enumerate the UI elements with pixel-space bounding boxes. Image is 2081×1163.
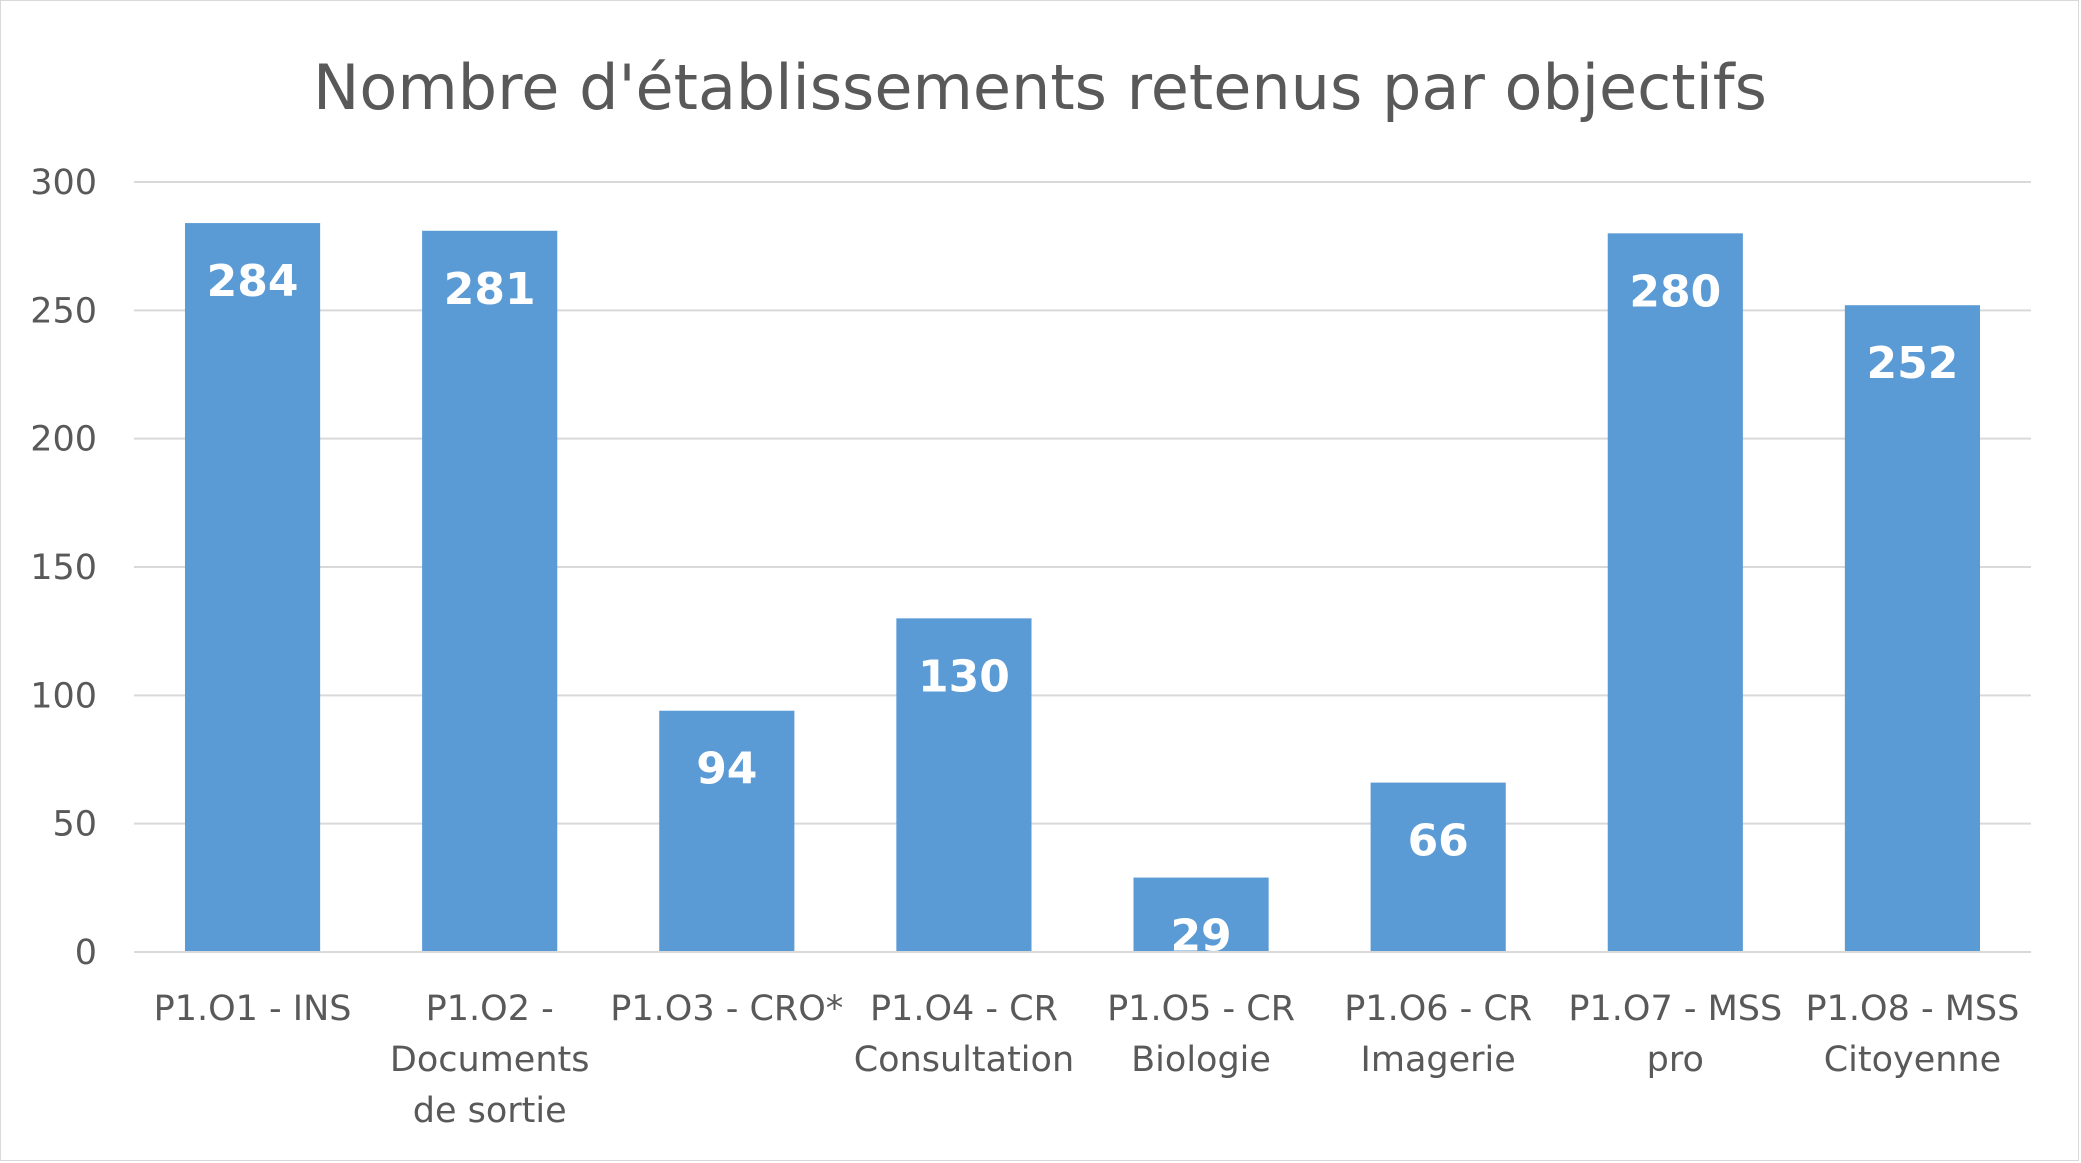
y-tick-label: 250 — [30, 291, 97, 331]
data-label: 29 — [1170, 911, 1231, 962]
y-tick-label: 100 — [30, 676, 97, 716]
gridlines — [134, 181, 2031, 825]
y-tick-label: 300 — [30, 163, 97, 203]
y-axis-ticks: 0 50 100 150 200 250 300 — [30, 163, 97, 973]
y-tick-label: 200 — [30, 420, 97, 460]
bar — [1133, 877, 1269, 952]
data-label: 94 — [696, 744, 757, 795]
x-tick-label: Biologie — [1131, 1040, 1271, 1080]
x-tick-label: Consultation — [854, 1040, 1074, 1080]
bar — [1607, 233, 1743, 953]
bar — [1370, 782, 1506, 952]
data-label: 66 — [1408, 816, 1469, 867]
data-label: 252 — [1867, 338, 1959, 389]
bar — [1844, 305, 1981, 952]
y-tick-label: 150 — [30, 548, 97, 588]
x-tick-label: Citoyenne — [1824, 1040, 2001, 1080]
x-tick-label: P1.O7 - MSS — [1568, 989, 1782, 1029]
x-tick-label: Documents — [390, 1040, 590, 1080]
bar — [896, 618, 1032, 952]
bar — [184, 223, 321, 953]
x-tick-label: P1.O5 - CR — [1107, 989, 1295, 1029]
x-tick-label: pro — [1647, 1040, 1704, 1080]
y-tick-label: 0 — [75, 933, 97, 973]
x-tick-label: P1.O8 - MSS — [1806, 989, 2020, 1029]
x-axis-ticks: P1.O1 - INS P1.O2 - Documents de sortie P1.O… — [154, 989, 2020, 1131]
data-labels: 284 281 94 130 29 66 280 252 — [207, 256, 1959, 962]
x-tick-label: P1.O3 - CRO* — [610, 989, 843, 1029]
bars — [184, 223, 1981, 953]
x-tick-label: P1.O2 - — [426, 989, 554, 1029]
data-label: 284 — [207, 256, 299, 307]
bar — [422, 230, 558, 952]
x-tick-label: P1.O6 - CR — [1344, 989, 1532, 1029]
x-tick-label: P1.O1 - INS — [154, 989, 352, 1029]
chart-title: Nombre d'établissements retenus par obje… — [313, 51, 1767, 124]
x-tick-label: de sortie — [413, 1091, 567, 1131]
x-tick-label: P1.O4 - CR — [870, 989, 1058, 1029]
data-label: 130 — [918, 651, 1010, 702]
data-label: 280 — [1629, 266, 1721, 317]
data-label: 281 — [444, 264, 536, 315]
bar — [659, 710, 795, 952]
x-tick-label: Imagerie — [1361, 1040, 1516, 1080]
y-tick-label: 50 — [52, 805, 97, 845]
